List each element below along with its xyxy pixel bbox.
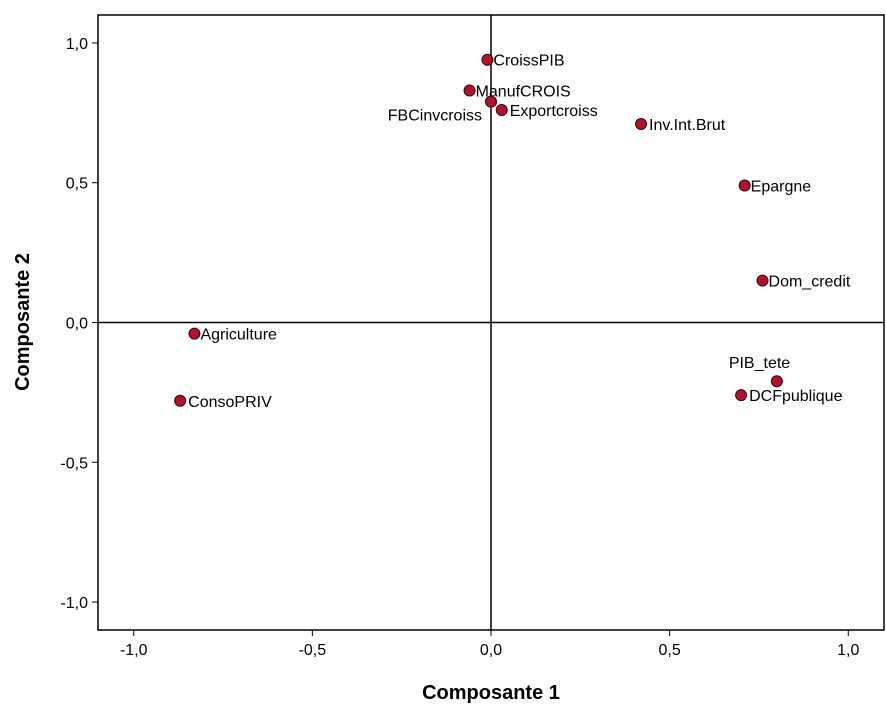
point-label: Inv.Int.Brut <box>649 117 726 134</box>
data-points: CroissPIB ManufCROIS FBCinvcroiss Exportcro… <box>174 53 851 411</box>
data-point <box>756 274 769 287</box>
y-axis-title: Composante 2 <box>12 253 34 391</box>
y-tick-label: -1,0 <box>60 595 88 612</box>
point-label: ManufCROIS <box>476 83 571 100</box>
data-point <box>463 84 476 97</box>
reference-lines <box>98 15 884 630</box>
data-point <box>174 394 187 407</box>
y-tick-label: -0,5 <box>60 455 88 472</box>
x-axis-title: Composante 1 <box>422 682 560 704</box>
x-tick-label: -0,5 <box>299 642 327 659</box>
data-point <box>485 95 497 108</box>
point-label: CroissPIB <box>493 53 564 70</box>
y-axis-ticks: -1,0 -0,5 0,0 0,5 1,0 <box>60 36 98 612</box>
point-label: Dom_credit <box>769 274 851 291</box>
y-tick-label: 0,5 <box>66 176 88 193</box>
x-tick-label: -1,0 <box>120 642 148 659</box>
point-label: DCFpublique <box>749 388 842 405</box>
point-label: ConsoPRIV <box>188 394 272 411</box>
point-label: Agriculture <box>200 327 277 344</box>
data-point <box>735 389 748 402</box>
x-tick-label: 0,5 <box>659 642 681 659</box>
point-label: FBCinvcroiss <box>388 108 482 125</box>
data-point <box>770 375 783 388</box>
point-label: Epargne <box>751 179 812 196</box>
x-axis-ticks: -1,0 -0,5 0,0 0,5 1,0 <box>120 630 859 659</box>
data-point <box>495 104 508 117</box>
point-label: PIB_tete <box>729 355 790 372</box>
x-tick-label: 0,0 <box>480 642 502 659</box>
data-point <box>738 179 751 192</box>
y-tick-label: 1,0 <box>66 36 88 53</box>
x-tick-label: 1,0 <box>837 642 859 659</box>
point-label: Exportcroiss <box>510 103 598 120</box>
data-point <box>635 118 648 131</box>
data-point <box>481 53 494 66</box>
data-point <box>188 327 201 340</box>
y-tick-label: 0,0 <box>66 316 88 333</box>
